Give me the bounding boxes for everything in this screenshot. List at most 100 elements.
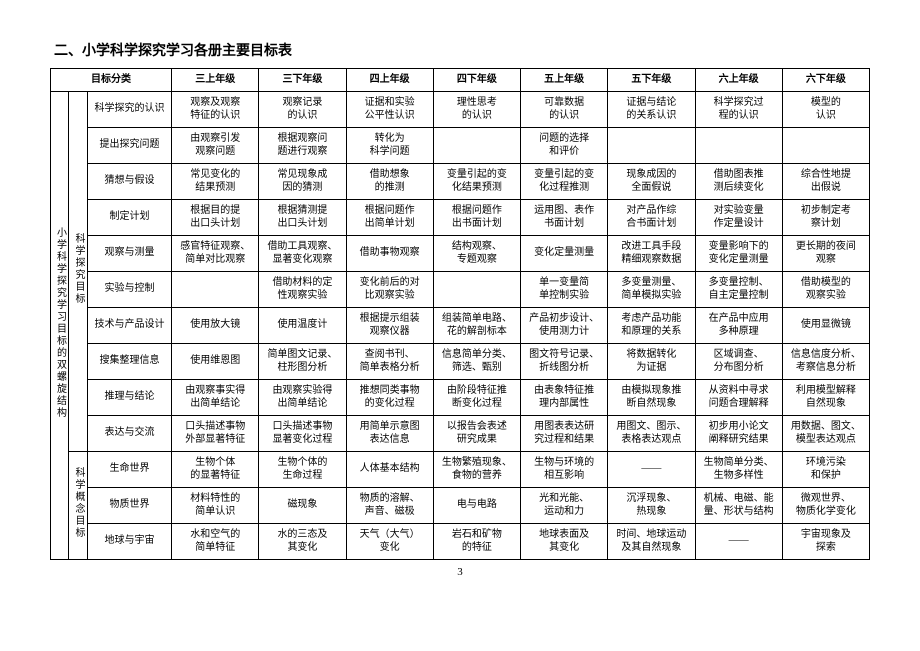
cell: 运用图、表作书面计划 [521,199,608,235]
cell: 改进工具手段精细观察数据 [608,235,695,271]
cell: 利用模型解释自然现象 [782,379,869,415]
table-row: 制定计划根据目的提出口头计划根据猜测提出口头计划根据问题作出简单计划根据问题作出… [51,199,870,235]
cell: 生命世界 [87,451,171,487]
side-label-main: 小学科学探究学习目标的双螺旋结构 [51,91,69,559]
table-row: 技术与产品设计使用放大镜使用温度计根据提示组装观察仪器组装简单电路、花的解剖标本… [51,307,870,343]
cell [433,127,520,163]
cell: 表达与交流 [87,415,171,451]
cell: 使用维恩图 [172,343,259,379]
table-row: 猜想与假设常见变化的结果预测常见现象成因的猜测借助想象的推测变量引起的变化结果预… [51,163,870,199]
cell: 借助工具观察、显著变化观察 [259,235,346,271]
cell: 证据和实验公平性认识 [346,91,433,127]
cell: 多变量控制、自主定量控制 [695,271,782,307]
cell: 地球与宇宙 [87,523,171,559]
cell: 由观察引发观察问题 [172,127,259,163]
cell: 物质的溶解、声音、磁极 [346,487,433,523]
page-number: 3 [50,566,870,578]
cell: 借助事物观察 [346,235,433,271]
cell: 证据与结论的关系认识 [608,91,695,127]
cell: 可靠数据的认识 [521,91,608,127]
cell: 转化为科学问题 [346,127,433,163]
cell: 猜想与假设 [87,163,171,199]
cell: 变化前后的对比观察实验 [346,271,433,307]
cell: 初步用小论文阐释研究结果 [695,415,782,451]
cell: 在产品中应用多种原理 [695,307,782,343]
cell: 简单图文记录、柱形图分析 [259,343,346,379]
header-g3: 四上年级 [346,69,433,92]
table-row: 搜集整理信息使用维恩图简单图文记录、柱形图分析查阅书刊、简单表格分析信息简单分类… [51,343,870,379]
side-label-inquiry: 科学探究目标 [69,91,87,451]
cell: 从资料中寻求问题合理解释 [695,379,782,415]
cell: 借助材料的定性观察实验 [259,271,346,307]
cell [695,127,782,163]
cell: 常见现象成因的猜测 [259,163,346,199]
cell: 制定计划 [87,199,171,235]
cell: 推想同类事物的变化过程 [346,379,433,415]
cell: 观察记录的认识 [259,91,346,127]
cell: 搜集整理信息 [87,343,171,379]
cell: 变量影响下的变化定量测量 [695,235,782,271]
table-row: 地球与宇宙水和空气的简单特征水的三态及其变化天气（大气）变化岩石和矿物的特征地球… [51,523,870,559]
cell: 区域调查、分布图分析 [695,343,782,379]
table-row: 小学科学探究学习目标的双螺旋结构科学探究目标科学探究的认识观察及观察特征的认识观… [51,91,870,127]
curriculum-table: 目标分类 三上年级 三下年级 四上年级 四下年级 五上年级 五下年级 六上年级 … [50,68,870,560]
cell: 现象成因的全面假说 [608,163,695,199]
cell: 由观察事实得出简单结论 [172,379,259,415]
cell: 生物与环境的相互影响 [521,451,608,487]
cell: —— [695,523,782,559]
cell [433,271,520,307]
cell: 根据观察问题进行观察 [259,127,346,163]
cell: 多变量测量、简单模拟实验 [608,271,695,307]
cell: 天气（大气）变化 [346,523,433,559]
cell: 由模拟现象推断自然现象 [608,379,695,415]
cell: 光和光能、运动和力 [521,487,608,523]
cell: 观察及观察特征的认识 [172,91,259,127]
cell: 根据提示组装观察仪器 [346,307,433,343]
cell: 组装简单电路、花的解剖标本 [433,307,520,343]
cell: 技术与产品设计 [87,307,171,343]
cell: 模型的认识 [782,91,869,127]
cell: 考虑产品功能和原理的关系 [608,307,695,343]
cell: 图文符号记录、折线图分析 [521,343,608,379]
cell: 感官特征观察、简单对比观察 [172,235,259,271]
cell: 电与电路 [433,487,520,523]
cell: 查阅书刊、简单表格分析 [346,343,433,379]
cell: 生物繁殖现象、食物的营养 [433,451,520,487]
header-g2: 三下年级 [259,69,346,92]
table-row: 科学概念目标生命世界生物个体的显著特征生物个体的生命过程人体基本结构生物繁殖现象… [51,451,870,487]
cell [782,127,869,163]
cell: 更长期的夜间观察 [782,235,869,271]
table-row: 推理与结论由观察事实得出简单结论由观察实验得出简单结论推想同类事物的变化过程由阶… [51,379,870,415]
cell: 沉浮现象、热现象 [608,487,695,523]
cell: 宇宙现象及探索 [782,523,869,559]
side-label-concept: 科学概念目标 [69,451,87,559]
cell: 观察与测量 [87,235,171,271]
cell: 水的三态及其变化 [259,523,346,559]
cell: 使用放大镜 [172,307,259,343]
table-row: 物质世界材料特性的简单认识磁现象物质的溶解、声音、磁极电与电路光和光能、运动和力… [51,487,870,523]
cell: 信息信度分析、考察信息分析 [782,343,869,379]
table-row: 观察与测量感官特征观察、简单对比观察借助工具观察、显著变化观察借助事物观察结构观… [51,235,870,271]
cell: 环境污染和保护 [782,451,869,487]
cell: 用图表表达研究过程和结果 [521,415,608,451]
cell: 用图文、图示、表格表达观点 [608,415,695,451]
cell: 地球表面及其变化 [521,523,608,559]
cell: 变量引起的变化过程推测 [521,163,608,199]
cell: 综合性地提出假说 [782,163,869,199]
header-g7: 六上年级 [695,69,782,92]
cell: 磁现象 [259,487,346,523]
cell: 以报告会表述研究成果 [433,415,520,451]
cell: 岩石和矿物的特征 [433,523,520,559]
cell: 材料特性的简单认识 [172,487,259,523]
header-g6: 五下年级 [608,69,695,92]
header-g1: 三上年级 [172,69,259,92]
cell: 初步制定考察计划 [782,199,869,235]
cell: 使用温度计 [259,307,346,343]
cell: 由观察实验得出简单结论 [259,379,346,415]
cell: 口头描述事物显著变化过程 [259,415,346,451]
cell: 变量引起的变化结果预测 [433,163,520,199]
cell: 时间、地球运动及其自然现象 [608,523,695,559]
cell: 实验与控制 [87,271,171,307]
cell: 用数据、图文、模型表达观点 [782,415,869,451]
header-g8: 六下年级 [782,69,869,92]
